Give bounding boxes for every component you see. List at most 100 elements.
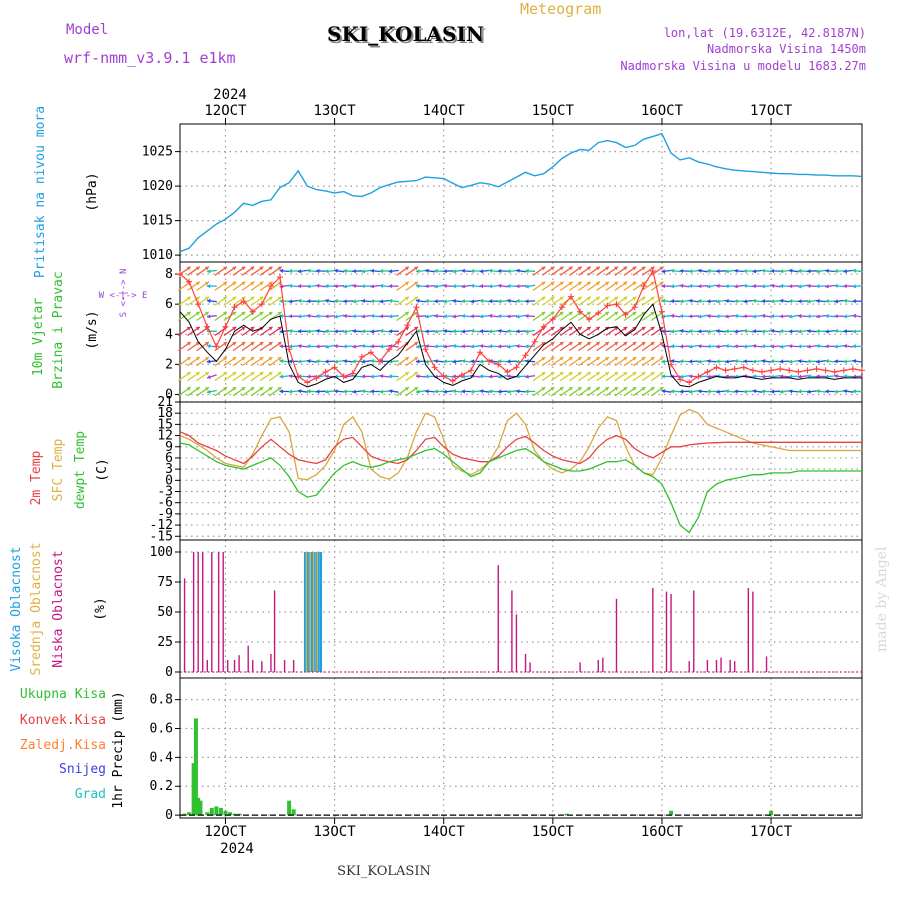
- wind-arrow-head: [250, 372, 255, 376]
- wind-gust-marker: [849, 365, 856, 372]
- wind-arrow-head: [416, 329, 420, 334]
- precip-bar-16: [564, 813, 569, 816]
- xtick-label-top-4: 16OCT: [641, 103, 684, 119]
- wind-arrow-head: [279, 359, 284, 364]
- wind-gust-marker: [522, 352, 529, 359]
- wind-arrow-head: [605, 266, 609, 271]
- wind-arrow-head: [559, 326, 564, 331]
- wind-arrow-head: [497, 268, 502, 274]
- wind-arrow-head: [595, 281, 600, 286]
- wind-arrow-head: [334, 329, 338, 334]
- wind-arrow-head: [797, 299, 802, 304]
- wind-arrow-head: [232, 387, 237, 391]
- precip-bar-15: [291, 809, 296, 816]
- meteogram-title: Meteogram: [520, 0, 601, 18]
- wind-gust-marker: [186, 278, 193, 285]
- wind-arrow-head: [425, 284, 429, 289]
- wind-arrow-head: [516, 344, 520, 349]
- wind-arrow-head: [541, 372, 546, 376]
- wind-arrow-head: [807, 344, 811, 349]
- wind-gust-marker: [458, 371, 465, 378]
- wind-gust-marker: [595, 310, 602, 317]
- wind-arrow-head: [279, 268, 284, 273]
- precip-label-snow: Snijeg: [59, 762, 106, 777]
- wind-arrow-head: [586, 281, 591, 286]
- wind-gust-marker: [613, 301, 620, 308]
- wind-arrow-head: [632, 296, 637, 301]
- wind-arrow-head: [770, 359, 775, 364]
- wind-arrow-head: [206, 283, 211, 289]
- wind-arrow-head: [632, 357, 637, 361]
- wind-arrow-head: [761, 344, 765, 349]
- wind-arrow-head: [334, 359, 338, 364]
- wind-gust-marker: [349, 370, 356, 377]
- wind-arrow-head: [288, 283, 293, 288]
- footer-station: SKI_KOLASIN: [337, 864, 431, 879]
- wind-arrow-head: [416, 269, 420, 274]
- wind-arrow-head: [568, 281, 573, 286]
- ytick-label-2-4: -3: [157, 485, 173, 500]
- wind-arrow-head: [416, 298, 420, 303]
- wind-arrow-head: [550, 326, 555, 331]
- wind-gust-marker: [213, 343, 220, 350]
- wind-arrow-head: [379, 344, 384, 349]
- wind-arrow-head: [688, 298, 693, 303]
- precip-bar-4: [196, 797, 201, 816]
- wind-arrow-head: [525, 359, 529, 364]
- wind-arrow-head: [361, 298, 365, 304]
- wind-arrow-head: [541, 342, 546, 346]
- wind-arrow-head: [370, 329, 375, 334]
- ytick-label-3-2: 50: [157, 605, 173, 620]
- wind-arrow-head: [761, 313, 766, 319]
- wind-arrow-head: [559, 311, 564, 316]
- wind-arrow-head: [734, 329, 738, 334]
- wind-arrow-head: [516, 284, 520, 289]
- ytick-label-2-8: 9: [165, 440, 173, 455]
- ytick-label-1-4: 8: [165, 267, 173, 282]
- wind-arrows: [178, 266, 863, 397]
- wind-arrow-head: [577, 387, 582, 391]
- wind-arrow-head: [752, 298, 757, 304]
- wind-arrow-head: [661, 359, 666, 364]
- wind-arrow-head: [250, 296, 255, 301]
- wind-arrow-head: [388, 283, 393, 289]
- wind-gust-marker: [277, 274, 284, 281]
- wind-arrow-head: [716, 283, 720, 289]
- ytick-label-2-3: -6: [157, 496, 173, 511]
- wind-arrow-head: [623, 296, 628, 301]
- wind-arrow-head: [788, 344, 793, 349]
- wind-arrow-head: [559, 266, 564, 271]
- wind-arrow-head: [343, 268, 347, 274]
- wind-arrow-head: [277, 311, 282, 316]
- wind-arrow-head: [206, 269, 211, 274]
- temp-side-label-2: SFC Temp: [51, 439, 66, 502]
- wind-arrow-head: [461, 359, 466, 364]
- wind-arrow-head: [697, 344, 702, 349]
- wind-arrow-head: [568, 357, 573, 361]
- wind-arrow-head: [697, 314, 702, 319]
- wind-arrow-head: [734, 389, 738, 394]
- wind-arrow-head: [306, 389, 311, 394]
- wind-arrow-head: [661, 329, 665, 334]
- wind-arrow-head: [577, 357, 582, 361]
- xtick-label-bottom-3: 15OCT: [532, 824, 575, 840]
- wind-arrow-head: [807, 283, 811, 289]
- wind-arrow-head: [697, 284, 702, 289]
- wind-arrow-head: [641, 357, 646, 361]
- wind-arrow-head: [734, 299, 738, 304]
- wind-arrow-head: [268, 266, 273, 271]
- wind-gust-marker: [768, 367, 775, 374]
- wind-arrow-head: [525, 313, 529, 319]
- wind-arrow-head: [752, 359, 756, 364]
- wind-gust-marker: [677, 376, 684, 383]
- xtick-label-bottom-2: 14OCT: [423, 824, 466, 840]
- wind-side-label-2: Brzina i Pravac: [51, 271, 66, 388]
- precip-bar-1: [187, 812, 192, 816]
- lonlat-text: lon,lat (19.6312E, 42.8187N): [664, 26, 866, 40]
- wind-arrow-head: [661, 283, 665, 289]
- wind-gust-marker: [549, 316, 556, 323]
- dewpt-line: [179, 442, 862, 534]
- wind-arrow-head: [788, 268, 793, 273]
- wind-arrow-head: [650, 342, 655, 346]
- wind-arrow-head: [586, 311, 591, 316]
